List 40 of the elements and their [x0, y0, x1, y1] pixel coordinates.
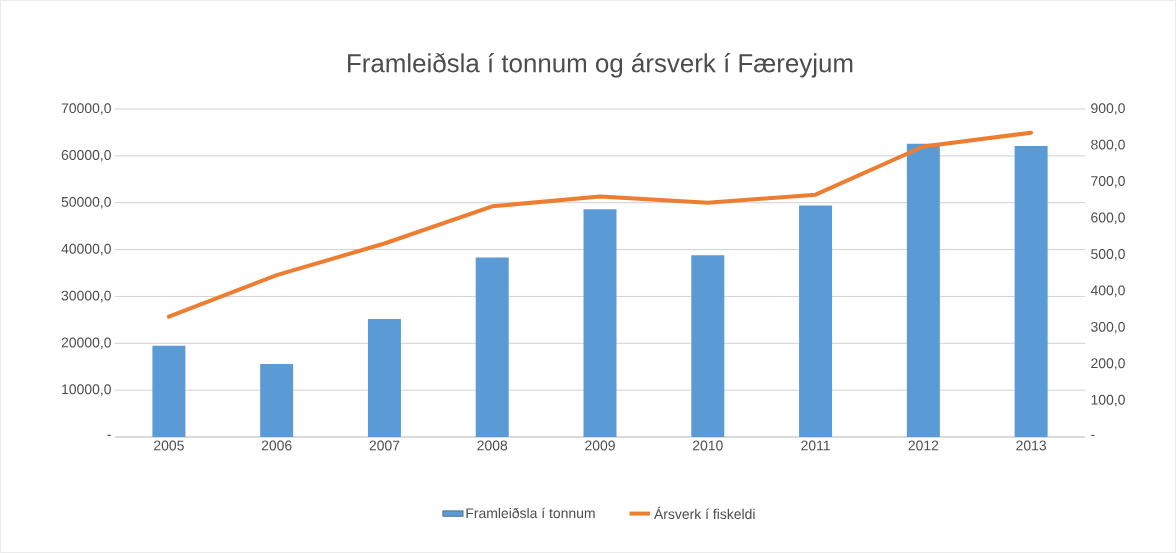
y2-tick-label: 100,0: [1091, 394, 1125, 407]
bar: [260, 363, 294, 437]
y2-tick-label: 800,0: [1091, 139, 1125, 152]
y2-tick-label: 500,0: [1091, 249, 1125, 261]
x-tick-label: 2009: [585, 440, 615, 451]
x-tick-label: 2006: [261, 440, 292, 451]
bar: [906, 143, 940, 437]
bar: [152, 345, 186, 437]
chart-title: Framleiðsla í tonnum og ársverk í Færeyjum: [348, 52, 853, 78]
x-tick-label: 2005: [154, 440, 184, 451]
bar: [475, 257, 509, 437]
y-tick-label: 30000,0: [61, 290, 111, 303]
bar: [1014, 146, 1048, 437]
y2-tick-label: 400,0: [1090, 285, 1125, 297]
legend-label: Framleiðsla í tonnum: [466, 507, 595, 519]
y-tick-label: 50000,0: [61, 196, 111, 209]
legend-label: Ársverk í fiskeldi: [653, 506, 755, 520]
y-tick-label: -: [107, 434, 111, 436]
y-tick-label: 60000,0: [61, 150, 111, 162]
line-series: [166, 130, 1034, 319]
y2-tick-label: 200,0: [1091, 358, 1125, 370]
x-tick-label: 2011: [801, 440, 830, 451]
y-tick-label: 40000,0: [61, 243, 111, 256]
y2-tick-label: 900,0: [1091, 103, 1125, 115]
bar: [367, 318, 401, 437]
bar: [799, 205, 833, 437]
x-tick-label: 2008: [477, 440, 508, 451]
y2-tick-label: -: [1091, 434, 1095, 436]
x-tick-label: 2013: [1016, 440, 1047, 451]
x-tick-label: 2012: [908, 440, 939, 451]
x-tick-label: 2010: [692, 440, 723, 451]
y2-tick-label: 700,0: [1091, 176, 1125, 188]
y2-tick-label: 300,0: [1091, 321, 1125, 334]
y2-tick-label: 600,0: [1091, 212, 1125, 225]
y-tick-label: 70000,0: [61, 103, 111, 115]
x-tick-label: 2007: [369, 440, 400, 451]
y-tick-label: 20000,0: [61, 337, 111, 350]
y-tick-label: 10000,0: [62, 384, 111, 396]
bar: [691, 255, 725, 437]
bar: [583, 209, 617, 437]
